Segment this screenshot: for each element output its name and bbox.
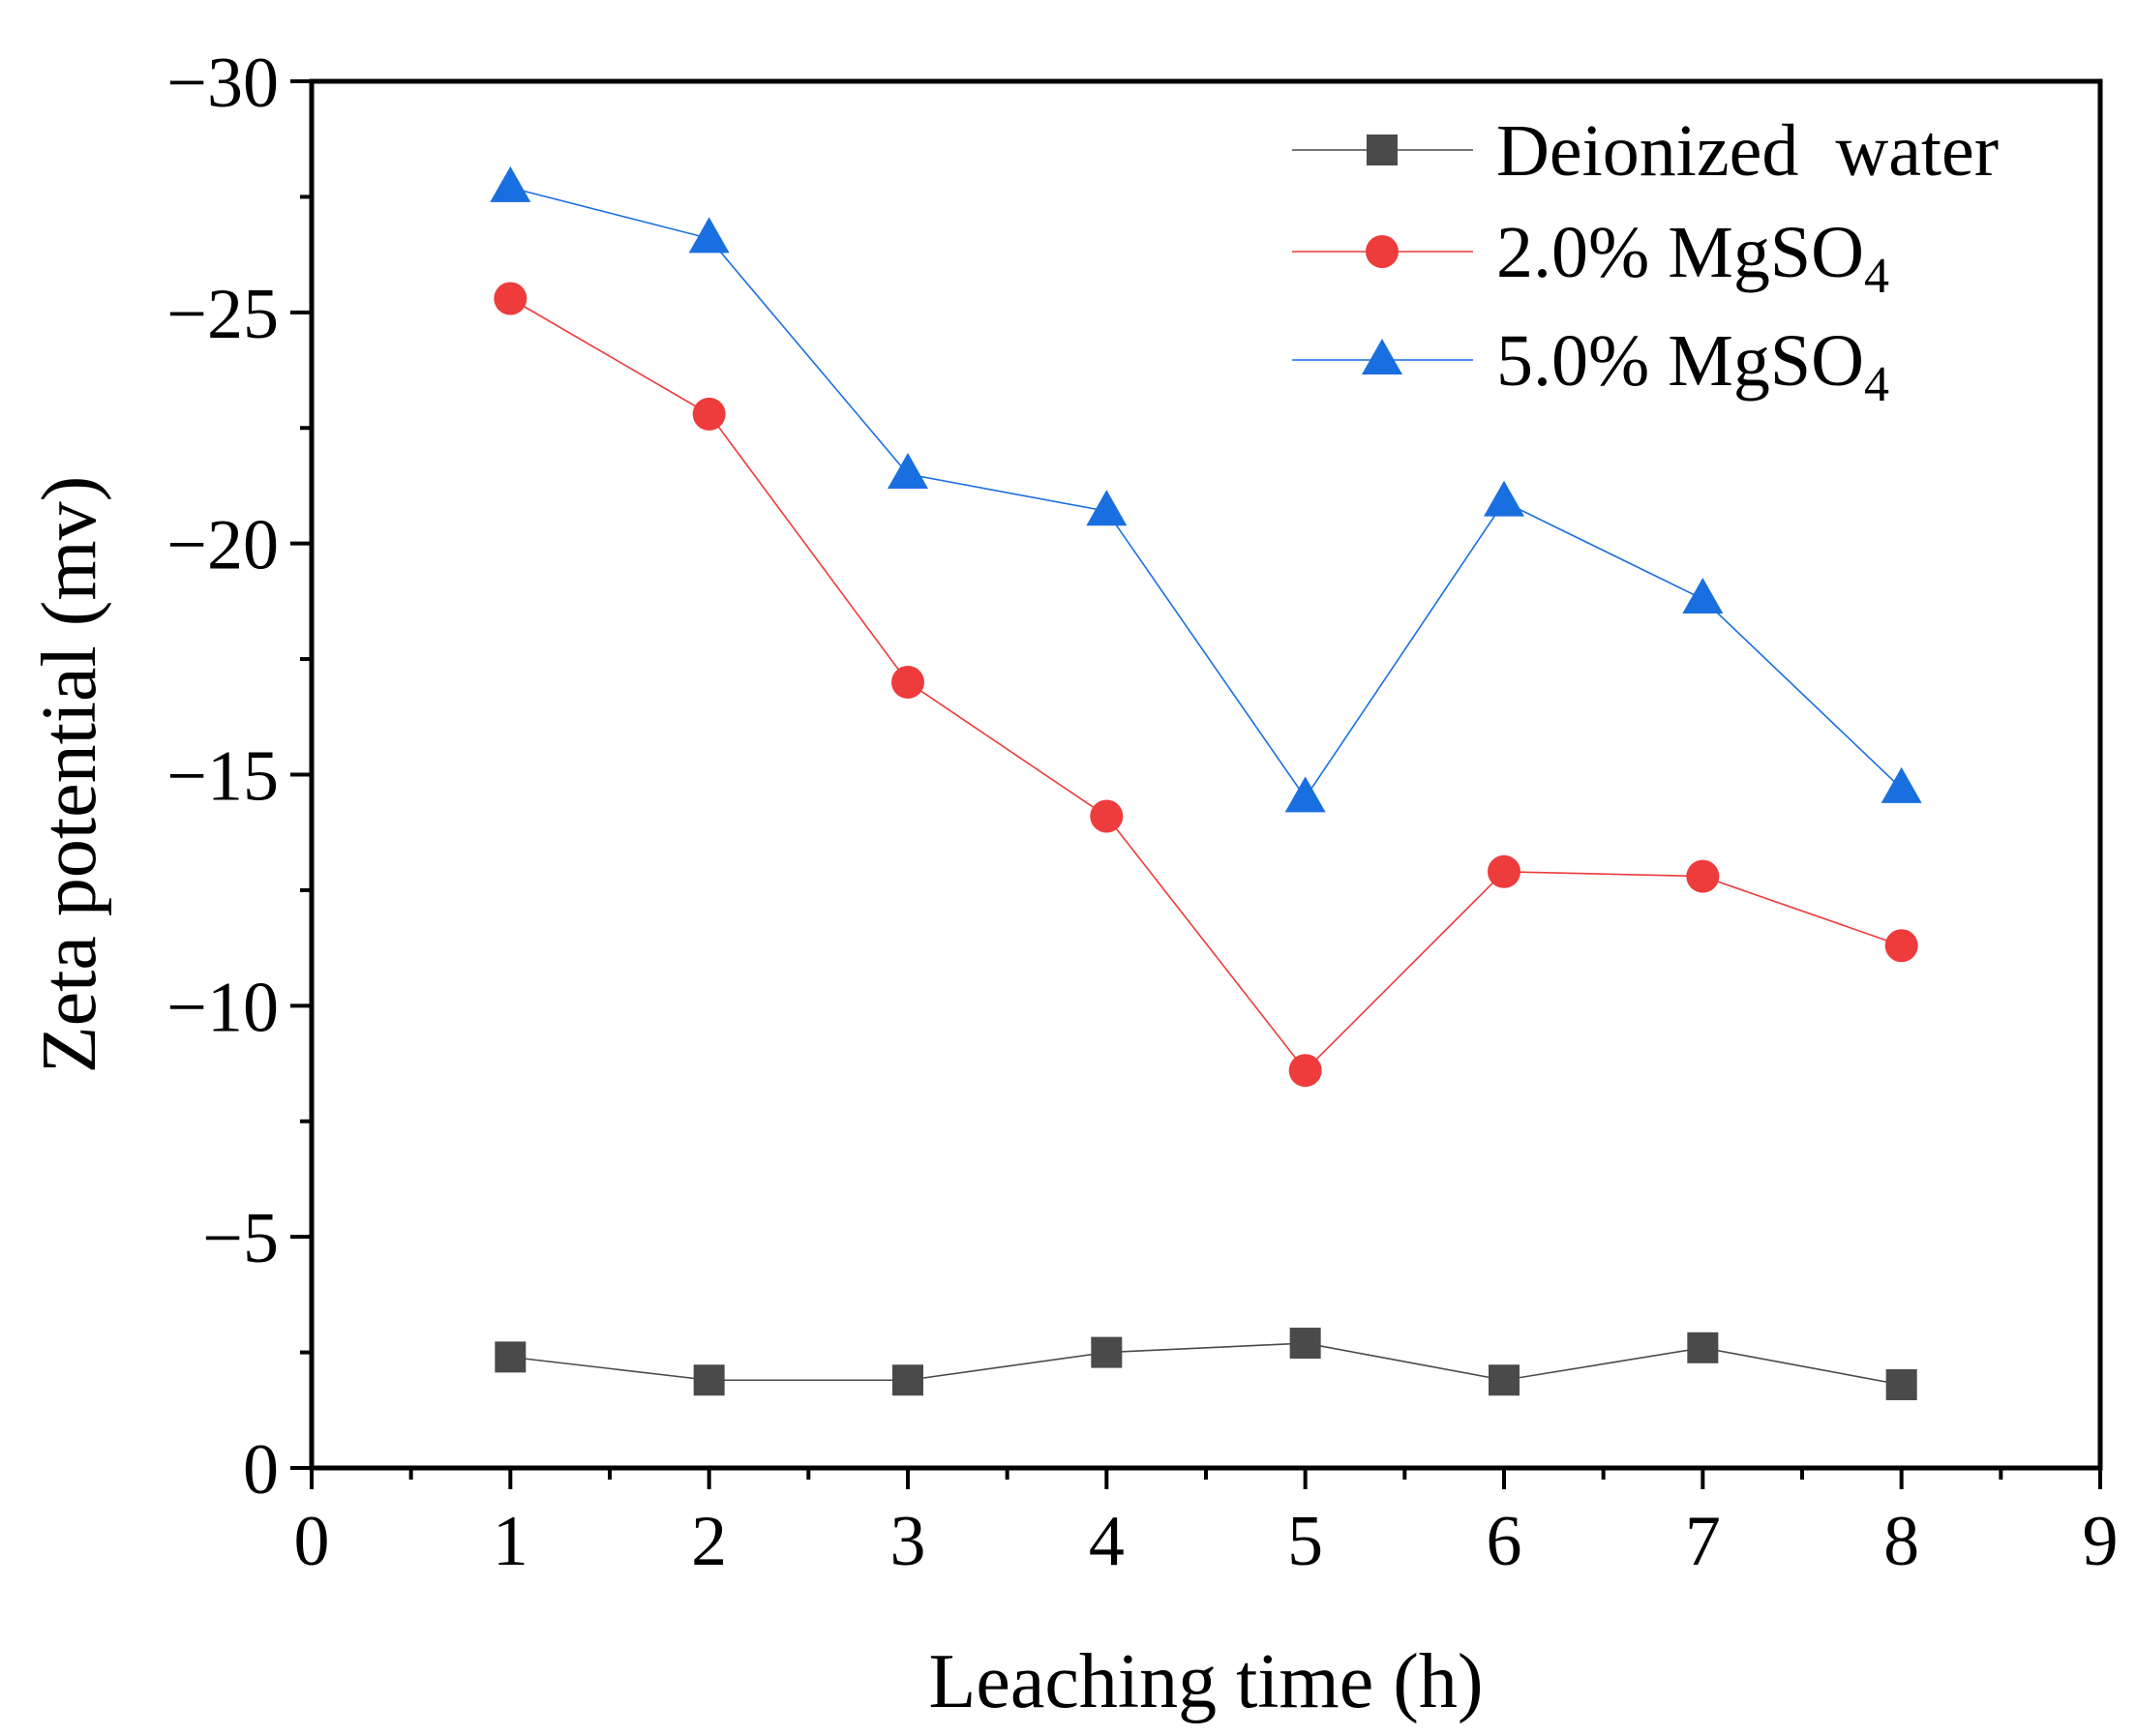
data-point [1885,929,1918,962]
x-tick-label: 5 [1287,1502,1323,1581]
data-point [1686,860,1719,893]
y-tick-label: −5 [202,1199,279,1278]
data-point [1886,1369,1917,1400]
data-point [494,283,527,315]
data-point [1090,799,1123,832]
y-tick-label: −15 [166,737,279,817]
data-point [693,398,726,431]
x-tick-label: 8 [1883,1502,1919,1581]
x-tick-label: 9 [2083,1502,2119,1581]
legend-label: 5.0% MgSO4 [1496,320,1889,412]
y-tick-label: −30 [166,44,279,123]
data-point [1687,1332,1718,1363]
legend-label: Deionized water [1496,110,1999,192]
y-tick-label: −20 [166,506,279,585]
legend-marker [1366,235,1399,268]
legend-label: 2.0% MgSO4 [1496,212,1889,304]
data-point [1091,1337,1122,1368]
y-axis-title: Zeta potential (mv) [27,476,112,1074]
zeta-potential-chart: 0 1 2 3 4 5 6 7 8 9 0 −5 −10 −15 −20 −25 −30 Leaching ti… [0,0,2137,1736]
x-tick-label: 1 [493,1502,528,1581]
x-tick-label: 3 [890,1502,926,1581]
x-tick-label: 4 [1089,1502,1125,1581]
x-tick-label: 0 [294,1502,330,1581]
data-point [694,1364,725,1395]
data-point [1488,855,1520,888]
data-point [1290,1328,1321,1359]
x-axis-title: Leaching time (h) [928,1639,1483,1724]
x-tick-label: 7 [1685,1502,1721,1581]
y-tick-label: −25 [166,275,279,354]
data-point [891,666,924,699]
y-tick-label: 0 [243,1430,279,1510]
data-point [1489,1364,1520,1395]
y-tick-label: −10 [166,968,279,1047]
data-point [495,1341,526,1372]
x-tick-label: 6 [1487,1502,1522,1581]
legend-marker [1367,135,1398,165]
data-point [892,1364,923,1395]
data-point [1289,1054,1322,1087]
x-tick-label: 2 [691,1502,727,1581]
